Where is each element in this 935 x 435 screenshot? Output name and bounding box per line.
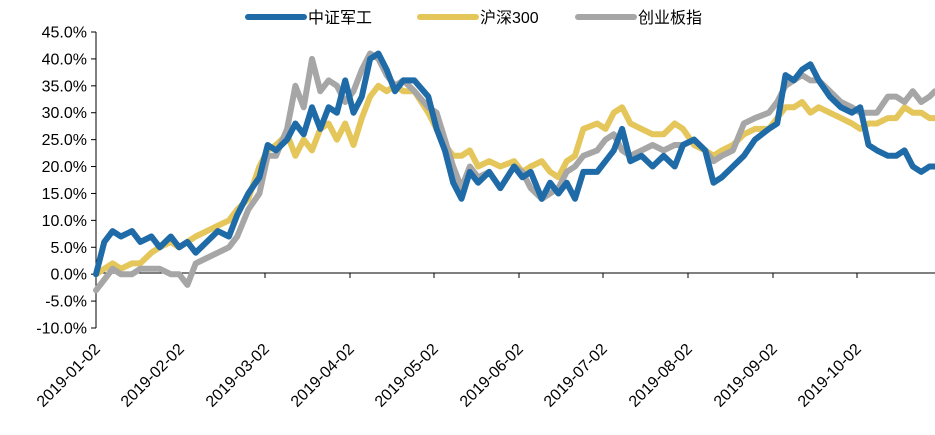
y-tick-label: -5.0%: [45, 294, 87, 311]
series-line-1: [93, 82, 935, 278]
series-layer: [93, 50, 935, 294]
series-line-0: [93, 50, 935, 278]
y-tick-label: 15.0%: [42, 186, 87, 203]
y-tick-label: 0.0%: [51, 267, 87, 284]
x-tick-label: 2019-09-02: [711, 341, 781, 411]
y-tick-label: 35.0%: [42, 78, 87, 95]
x-tick-label: 2019-07-02: [541, 341, 611, 411]
legend: 中证军工 沪深300 创业板指: [245, 9, 702, 27]
y-tick-label: -10.0%: [36, 321, 87, 338]
x-tick-label: 2019-06-02: [457, 341, 527, 411]
y-tick-label: 20.0%: [42, 159, 87, 176]
x-tick-label: 2019-01-02: [34, 341, 104, 411]
y-tick-label: 45.0%: [42, 25, 87, 42]
x-tick-label: 2019-04-02: [288, 341, 358, 411]
legend-label-2: 创业板指: [638, 9, 702, 27]
y-tick-label: 30.0%: [42, 105, 87, 122]
legend-label-0: 中证军工: [308, 9, 372, 27]
y-tick-label: 10.0%: [42, 213, 87, 230]
x-tick-label: 2019-05-02: [372, 341, 442, 411]
y-tick-label: 5.0%: [51, 240, 87, 257]
y-tick-label: 40.0%: [42, 51, 87, 68]
legend-label-1: 沪深300: [480, 9, 539, 27]
x-tick-label: 2019-02-02: [118, 341, 188, 411]
y-axis: 45.0% 40.0% 35.0% 30.0% 25.0% 20.0% 15.0% 10.0%…: [36, 25, 97, 338]
x-axis: 2019-01-02 2019-02-02 2019-03-02 2019-04-02…: [34, 272, 935, 411]
x-tick-label: 2019-10-02: [795, 341, 865, 411]
y-tick-label: 25.0%: [42, 132, 87, 149]
x-tick-label: 2019-08-02: [626, 341, 696, 411]
x-tick-label: 2019-03-02: [203, 341, 273, 411]
